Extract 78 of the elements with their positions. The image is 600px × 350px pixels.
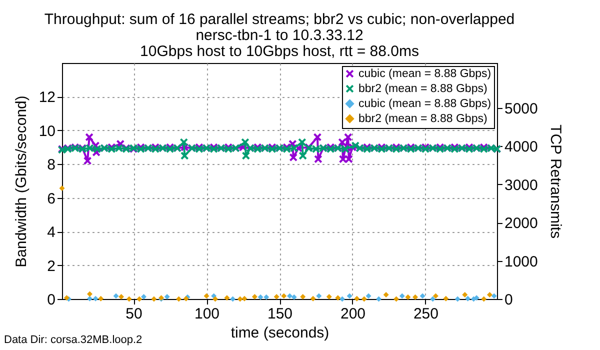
point (92, 296, 98, 302)
point (118, 294, 124, 300)
point (286, 293, 292, 299)
point (412, 294, 418, 300)
point (491, 293, 497, 299)
y2-tick-label: 5000 (504, 100, 538, 118)
point (281, 293, 287, 299)
x-tick-label: 200 (340, 306, 366, 322)
point (310, 296, 316, 302)
point (454, 296, 460, 302)
point (264, 294, 270, 300)
point (151, 296, 157, 302)
point (340, 296, 346, 302)
point (405, 294, 411, 300)
point (164, 294, 170, 300)
y-tick-label: 4 (47, 224, 56, 242)
x-tick-label: 50 (126, 306, 142, 322)
point (126, 296, 132, 302)
point (399, 293, 405, 299)
y-tick-label: 6 (47, 190, 56, 208)
point (346, 293, 352, 299)
point (98, 296, 104, 302)
y2-tick-label: 0 (504, 292, 513, 308)
point (237, 296, 243, 302)
point (481, 296, 487, 302)
point (486, 292, 492, 298)
point (230, 296, 236, 302)
point (300, 294, 306, 300)
point (465, 296, 471, 302)
point (212, 296, 218, 302)
point (335, 295, 341, 301)
text: Data Dir: corsa.32MB.loop.2 (4, 334, 142, 346)
point (354, 296, 360, 302)
point (394, 296, 400, 302)
point (274, 294, 280, 300)
point (86, 296, 92, 302)
point (176, 296, 182, 302)
y2-tick-label: 1000 (504, 253, 538, 270)
point (316, 293, 322, 299)
legend-label: bbr2 (mean = 8.88 Gbps) (358, 82, 488, 95)
y-tick-label: 10 (38, 122, 56, 140)
y2-tick-label: 2000 (504, 215, 538, 232)
point (113, 293, 119, 299)
point (224, 295, 230, 301)
point (420, 293, 426, 299)
point (326, 294, 332, 300)
x-axis-title: time (seconds) (230, 324, 330, 342)
point (432, 293, 438, 299)
point (366, 293, 372, 299)
point (86, 291, 92, 297)
point (252, 294, 258, 300)
point (361, 296, 367, 302)
point (242, 296, 248, 302)
point (291, 294, 297, 300)
point (258, 294, 264, 300)
point (136, 296, 142, 302)
chart-title: Throughput: sum of 16 parallel streams; bbr2 vs cubic; non-overlapped nersc-tbn-1 to 10.3.33.12 10Gbps host to 10Gbps host, rtt = 88.0ms (44, 11, 515, 60)
point (204, 293, 210, 299)
y2-tick-label: 4000 (504, 138, 538, 156)
y2-tick-label: 3000 (504, 176, 538, 194)
y-tick-label: 8 (47, 156, 56, 174)
y-tick-label: 2 (47, 258, 56, 275)
y-axis-title: Bandwidth (Gbits/second) (12, 96, 30, 268)
y-tick-label: 0 (47, 292, 56, 308)
point (383, 292, 389, 298)
y-tick-label: 12 (38, 89, 56, 106)
point (443, 296, 449, 302)
x-tick-label: 150 (267, 306, 293, 322)
point (430, 296, 436, 302)
x-tick-label: 100 (194, 306, 220, 322)
x-tick-label: 250 (413, 306, 438, 322)
point (376, 296, 382, 302)
point (141, 294, 146, 300)
legend-label: cubic (mean = 8.88 Gbps) (358, 68, 492, 80)
point (462, 292, 468, 298)
legend-label: bbr2 (mean = 8.88 Gbps) (358, 112, 488, 125)
y2-axis-title: TCP Retransmits (546, 124, 564, 238)
legend-label: cubic (mean = 8.88 Gbps) (358, 98, 492, 110)
